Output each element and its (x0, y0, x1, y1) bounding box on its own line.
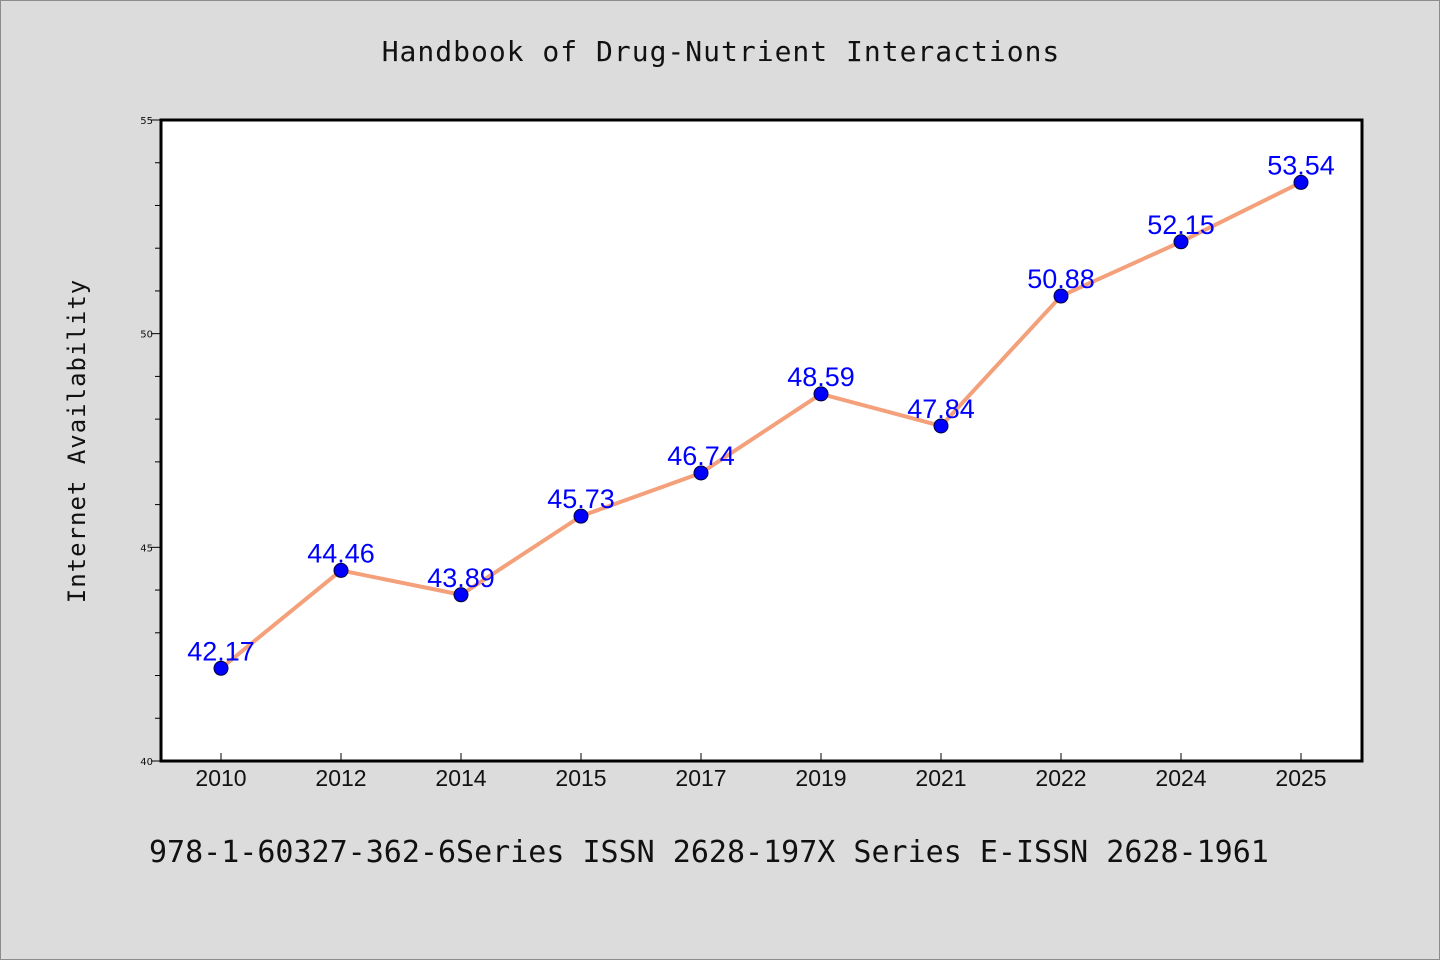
y-tick-label: 50 (140, 330, 153, 341)
data-label: 52.15 (1147, 210, 1215, 240)
isbn-caption: 978-1-60327-362-6Series ISSN 2628-197X S… (149, 835, 1269, 870)
data-point (693, 465, 709, 481)
y-axis: 40 45 50 55 (140, 116, 161, 768)
x-tick-label: 2024 (1155, 765, 1206, 791)
data-point (333, 562, 349, 578)
x-tick-label: 2019 (795, 765, 846, 791)
x-axis: 2010 2012 2014 2015 2017 2019 2021 2022 2024 2025 (195, 753, 1327, 791)
data-label: 43.89 (427, 563, 495, 593)
y-tick-label: 55 (140, 116, 153, 127)
data-labels: 42.17 44.46 43.89 45.73 46.74 48.59 47.84 50.88… (187, 150, 1335, 666)
data-point (1053, 288, 1069, 304)
x-tick-label: 2022 (1035, 765, 1086, 791)
x-tick-label: 2015 (555, 765, 606, 791)
data-point (933, 418, 949, 434)
x-tick-label: 2014 (435, 765, 486, 791)
x-tick-label: 2017 (675, 765, 726, 791)
x-tick-label: 2010 (195, 765, 246, 791)
data-label: 48.59 (787, 362, 855, 392)
data-label: 44.46 (307, 538, 375, 568)
data-point (813, 386, 829, 402)
data-point (213, 660, 229, 676)
series-line (219, 180, 1302, 670)
data-label: 47.84 (907, 394, 975, 424)
data-label: 42.17 (187, 636, 255, 666)
data-label: 45.73 (547, 484, 615, 514)
series-group (213, 174, 1309, 676)
y-tick-label: 40 (140, 757, 153, 768)
data-point (1293, 174, 1309, 190)
data-point (453, 587, 469, 603)
x-tick-label: 2025 (1275, 765, 1326, 791)
data-point (573, 508, 589, 524)
data-label: 46.74 (667, 441, 735, 471)
x-tick-label: 2021 (915, 765, 966, 791)
data-point (1173, 234, 1189, 250)
x-tick-label: 2012 (315, 765, 366, 791)
data-label: 53.54 (1267, 150, 1335, 180)
chart-title: Handbook of Drug-Nutrient Interactions (381, 35, 1061, 68)
plot-area (159, 118, 1364, 763)
y-tick-label: 45 (140, 543, 153, 554)
data-label: 50.88 (1027, 264, 1095, 294)
